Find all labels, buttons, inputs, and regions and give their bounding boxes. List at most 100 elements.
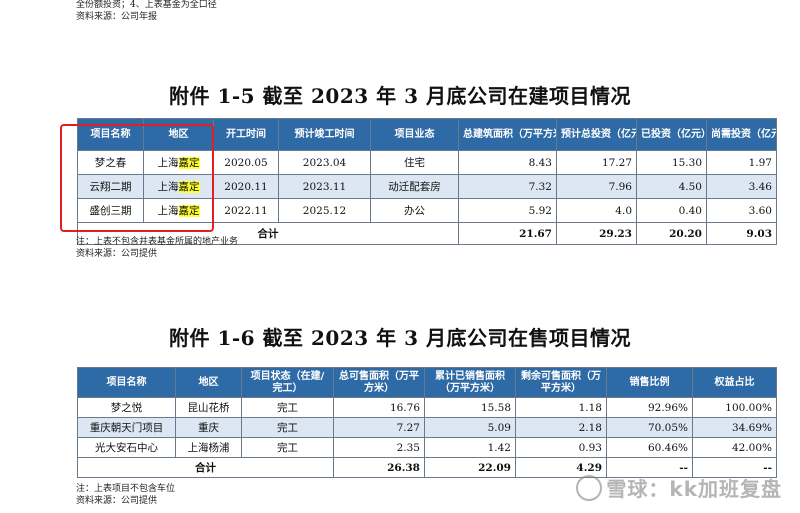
sold-area: 15.58 <box>424 397 516 418</box>
remaining-area: 1.18 <box>515 397 607 418</box>
remaining-invest: 1.97 <box>706 150 777 175</box>
sales-ratio: 70.05% <box>606 417 693 438</box>
project-name: 梦之悦 <box>77 397 176 418</box>
table-row: 盛创三期 上海嘉定 2022.11 2025.12 办公 5.92 4.0 0.… <box>77 198 777 223</box>
total-invest: 4.0 <box>556 198 637 223</box>
top-note-1: 全份额投资；4、上表基金为全口径 <box>76 0 217 10</box>
invested-value: 4.50 <box>636 174 707 199</box>
watermark: 雪球：kk加班复盘 <box>576 473 782 504</box>
col-header: 地区 <box>175 367 242 398</box>
table-row: 重庆朝天门项目 重庆 完工 7.27 5.09 2.18 70.05% 34.6… <box>77 417 777 438</box>
col-header: 开工时间 <box>213 118 279 151</box>
sold-area: 5.09 <box>424 417 516 438</box>
start-date: 2020.05 <box>213 150 279 175</box>
table1-note: 注：上表不包含并表基金所属的地产业务 <box>76 237 239 247</box>
area-value: 7.32 <box>458 174 557 199</box>
highlighted-region: 嘉定 <box>178 205 200 217</box>
region-cell: 上海嘉定 <box>143 174 214 199</box>
snowball-logo-icon <box>576 475 603 501</box>
total-invest: 7.96 <box>556 174 637 199</box>
project-name: 梦之春 <box>77 150 144 175</box>
remaining-invest: 3.46 <box>706 174 777 199</box>
project-name: 光大安石中心 <box>77 437 176 458</box>
remaining-area: 2.18 <box>515 417 607 438</box>
remaining-invest: 3.60 <box>706 198 777 223</box>
table2-title: 附件 1-6 截至 2023 年 3 月底公司在售项目情况 <box>169 326 631 350</box>
total-row: 合计 26.38 22.09 4.29 -- -- <box>77 457 777 478</box>
equity-ratio: 100.00% <box>692 397 777 418</box>
region: 上海杨浦 <box>175 437 242 458</box>
total-remaining-area: 4.29 <box>515 457 607 478</box>
col-header: 权益占比 <box>692 367 777 398</box>
invested-value: 15.30 <box>636 150 707 175</box>
project-type: 住宅 <box>370 150 459 175</box>
col-header: 项目业态 <box>370 118 459 151</box>
col-header: 预计总投资（亿元） <box>556 118 637 151</box>
total-label: 合计 <box>77 222 459 245</box>
construction-projects-table: 项目名称 地区 开工时间 预计竣工时间 项目业态 总建筑面积（万平方米） 预计总… <box>77 118 777 245</box>
saleable-area: 7.27 <box>333 417 425 438</box>
total-saleable: 26.38 <box>333 457 425 478</box>
remaining-area: 0.93 <box>515 437 607 458</box>
invested-value: 0.40 <box>636 198 707 223</box>
col-header: 项目名称 <box>77 367 176 398</box>
col-header: 销售比例 <box>606 367 693 398</box>
region: 重庆 <box>175 417 242 438</box>
table2-source: 资料来源：公司提供 <box>76 496 158 506</box>
project-type: 办公 <box>370 198 459 223</box>
region: 昆山花桥 <box>175 397 242 418</box>
col-header: 已投资（亿元） <box>636 118 707 151</box>
table2-note: 注：上表项目不包含车位 <box>76 484 176 494</box>
total-ratio: -- <box>606 457 693 478</box>
project-name: 重庆朝天门项目 <box>77 417 176 438</box>
total-equity: -- <box>692 457 777 478</box>
total-row: 合计 21.67 29.23 20.20 9.03 <box>77 222 777 245</box>
region-cell: 上海嘉定 <box>143 150 214 175</box>
status: 完工 <box>241 397 334 418</box>
top-note-2: 资料来源：公司年报 <box>76 12 158 22</box>
sold-area: 1.42 <box>424 437 516 458</box>
total-invested: 20.20 <box>636 222 707 245</box>
col-header: 项目状态（在建/完工） <box>241 367 334 398</box>
area-value: 5.92 <box>458 198 557 223</box>
end-date: 2025.12 <box>278 198 371 223</box>
equity-ratio: 34.69% <box>692 417 777 438</box>
region-cell: 上海嘉定 <box>143 198 214 223</box>
table1-source: 资料来源：公司提供 <box>76 249 158 259</box>
project-name: 盛创三期 <box>77 198 144 223</box>
status: 完工 <box>241 417 334 438</box>
highlighted-region: 嘉定 <box>178 181 200 193</box>
sales-projects-table: 项目名称 地区 项目状态（在建/完工） 总可售面积（万平方米） 累计已销售面积（… <box>77 367 777 478</box>
start-date: 2022.11 <box>213 198 279 223</box>
col-header: 总可售面积（万平方米） <box>333 367 425 398</box>
annotation-box <box>60 124 214 232</box>
area-value: 8.43 <box>458 150 557 175</box>
table-row: 云翔二期 上海嘉定 2020.11 2023.11 动迁配套房 7.32 7.9… <box>77 174 777 199</box>
end-date: 2023.04 <box>278 150 371 175</box>
watermark-text: 雪球：kk加班复盘 <box>606 476 782 501</box>
project-type: 动迁配套房 <box>370 174 459 199</box>
col-header: 尚需投资（亿元） <box>706 118 777 151</box>
total-invest-sum: 29.23 <box>556 222 637 245</box>
saleable-area: 2.35 <box>333 437 425 458</box>
col-header: 总建筑面积（万平方米） <box>458 118 557 151</box>
status: 完工 <box>241 437 334 458</box>
highlighted-region: 嘉定 <box>178 157 200 169</box>
start-date: 2020.11 <box>213 174 279 199</box>
project-name: 云翔二期 <box>77 174 144 199</box>
col-header: 剩余可售面积（万平方米） <box>515 367 607 398</box>
col-header: 累计已销售面积（万平方米） <box>424 367 516 398</box>
table-row: 光大安石中心 上海杨浦 完工 2.35 1.42 0.93 60.46% 42.… <box>77 437 777 458</box>
sales-ratio: 92.96% <box>606 397 693 418</box>
total-label: 合计 <box>77 457 334 478</box>
total-area: 21.67 <box>458 222 557 245</box>
table1-title: 附件 1-5 截至 2023 年 3 月底公司在建项目情况 <box>169 84 631 108</box>
total-remaining: 9.03 <box>706 222 777 245</box>
sales-ratio: 60.46% <box>606 437 693 458</box>
table-row: 梦之悦 昆山花桥 完工 16.76 15.58 1.18 92.96% 100.… <box>77 397 777 418</box>
col-header: 项目名称 <box>77 118 144 151</box>
end-date: 2023.11 <box>278 174 371 199</box>
total-invest: 17.27 <box>556 150 637 175</box>
col-header: 预计竣工时间 <box>278 118 371 151</box>
total-sold: 22.09 <box>424 457 516 478</box>
